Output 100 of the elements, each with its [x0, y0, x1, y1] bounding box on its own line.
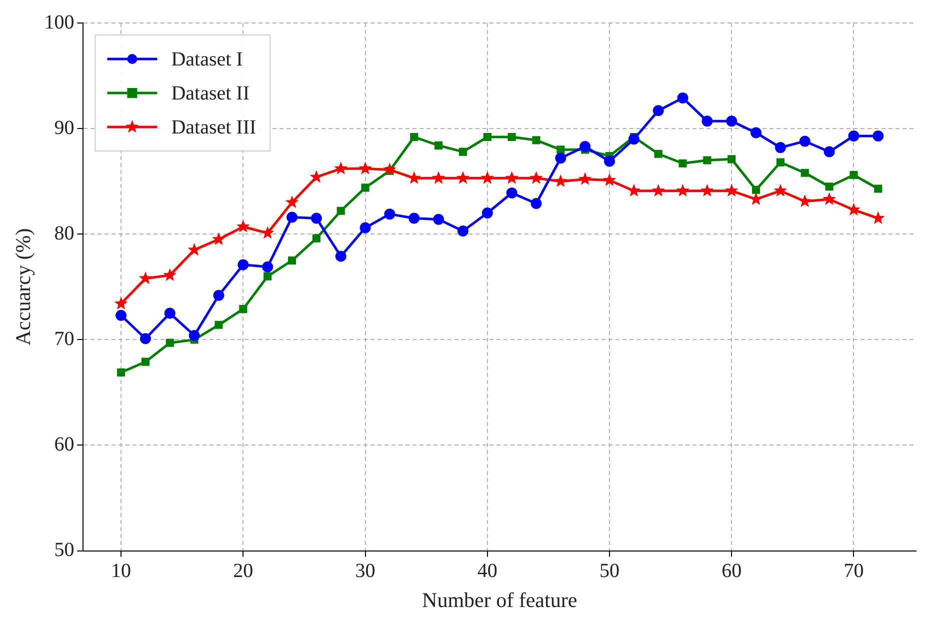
- point: [239, 305, 248, 314]
- point: [262, 261, 274, 272]
- legend-label: Dataset I: [171, 48, 243, 70]
- point: [286, 212, 298, 223]
- point: [336, 206, 345, 215]
- legend-label: Dataset III: [171, 116, 256, 138]
- point: [726, 116, 738, 127]
- point: [410, 132, 418, 142]
- point: [116, 310, 127, 321]
- point: [361, 184, 370, 192]
- point: [872, 130, 884, 142]
- point: [825, 182, 834, 191]
- y-tick-label: 70: [54, 328, 74, 350]
- y-tick-label: 80: [54, 222, 74, 244]
- point: [312, 234, 320, 242]
- point: [580, 141, 591, 152]
- point: [824, 146, 835, 158]
- point: [554, 174, 568, 188]
- point: [212, 232, 226, 246]
- x-tick-label: 30: [355, 560, 376, 582]
- point: [164, 308, 176, 319]
- point: [850, 170, 858, 180]
- point: [508, 132, 516, 142]
- point: [358, 162, 372, 174]
- x-axis-title: Number of feature: [422, 588, 578, 612]
- point: [799, 136, 810, 147]
- point: [874, 184, 882, 193]
- x-tick-label: 70: [844, 560, 864, 582]
- point: [774, 142, 786, 154]
- point: [776, 158, 784, 166]
- y-axis-title: Accuarcy (%): [11, 228, 36, 346]
- point: [652, 184, 666, 197]
- point: [114, 296, 128, 310]
- point: [138, 271, 152, 284]
- x-tick-label: 20: [233, 560, 254, 582]
- point: [848, 130, 860, 142]
- point: [458, 148, 467, 156]
- point: [800, 168, 809, 177]
- point: [627, 184, 641, 197]
- point: [236, 220, 250, 232]
- point: [383, 162, 396, 176]
- point: [847, 202, 860, 216]
- x-tick-label: 40: [477, 560, 498, 582]
- point: [798, 194, 812, 208]
- point: [724, 184, 738, 197]
- y-tick-label: 60: [54, 433, 74, 456]
- point: [728, 155, 736, 164]
- point: [628, 134, 640, 145]
- point: [384, 208, 396, 220]
- legend-label: Dataset II: [171, 82, 250, 104]
- point: [506, 187, 518, 198]
- point: [188, 242, 201, 256]
- point: [556, 146, 565, 154]
- point: [260, 226, 274, 239]
- point: [703, 156, 712, 164]
- point: [213, 290, 224, 301]
- point: [163, 268, 177, 281]
- point: [677, 92, 688, 104]
- y-tick-label: 100: [44, 11, 74, 34]
- point: [310, 212, 322, 224]
- point: [141, 358, 150, 366]
- point: [214, 320, 223, 329]
- point: [530, 171, 543, 184]
- point: [555, 152, 566, 164]
- point: [285, 195, 299, 208]
- y-tick-label: 90: [54, 116, 74, 139]
- point: [676, 184, 690, 197]
- point: [457, 225, 468, 236]
- point: [750, 127, 762, 138]
- point: [334, 162, 348, 174]
- point: [678, 159, 687, 168]
- x-tick-label: 50: [600, 560, 620, 582]
- point: [774, 184, 788, 197]
- point: [530, 198, 542, 210]
- point: [480, 171, 494, 184]
- point: [335, 250, 346, 262]
- point: [578, 172, 592, 185]
- point: [140, 333, 151, 344]
- point: [604, 156, 615, 167]
- point: [166, 338, 174, 347]
- point: [483, 132, 492, 142]
- point: [432, 171, 446, 184]
- point: [238, 259, 249, 270]
- point: [752, 186, 760, 194]
- point: [702, 116, 713, 127]
- point: [654, 150, 662, 158]
- point: [408, 212, 420, 224]
- point: [652, 105, 664, 116]
- point: [482, 208, 493, 219]
- point: [433, 214, 444, 225]
- point: [188, 330, 200, 341]
- point: [602, 173, 616, 186]
- y-tick-label: 50: [54, 539, 74, 562]
- point: [117, 368, 126, 376]
- point: [456, 171, 470, 184]
- point: [434, 141, 443, 150]
- point: [505, 171, 518, 184]
- point: [822, 192, 836, 205]
- point: [532, 136, 540, 144]
- point: [360, 222, 371, 234]
